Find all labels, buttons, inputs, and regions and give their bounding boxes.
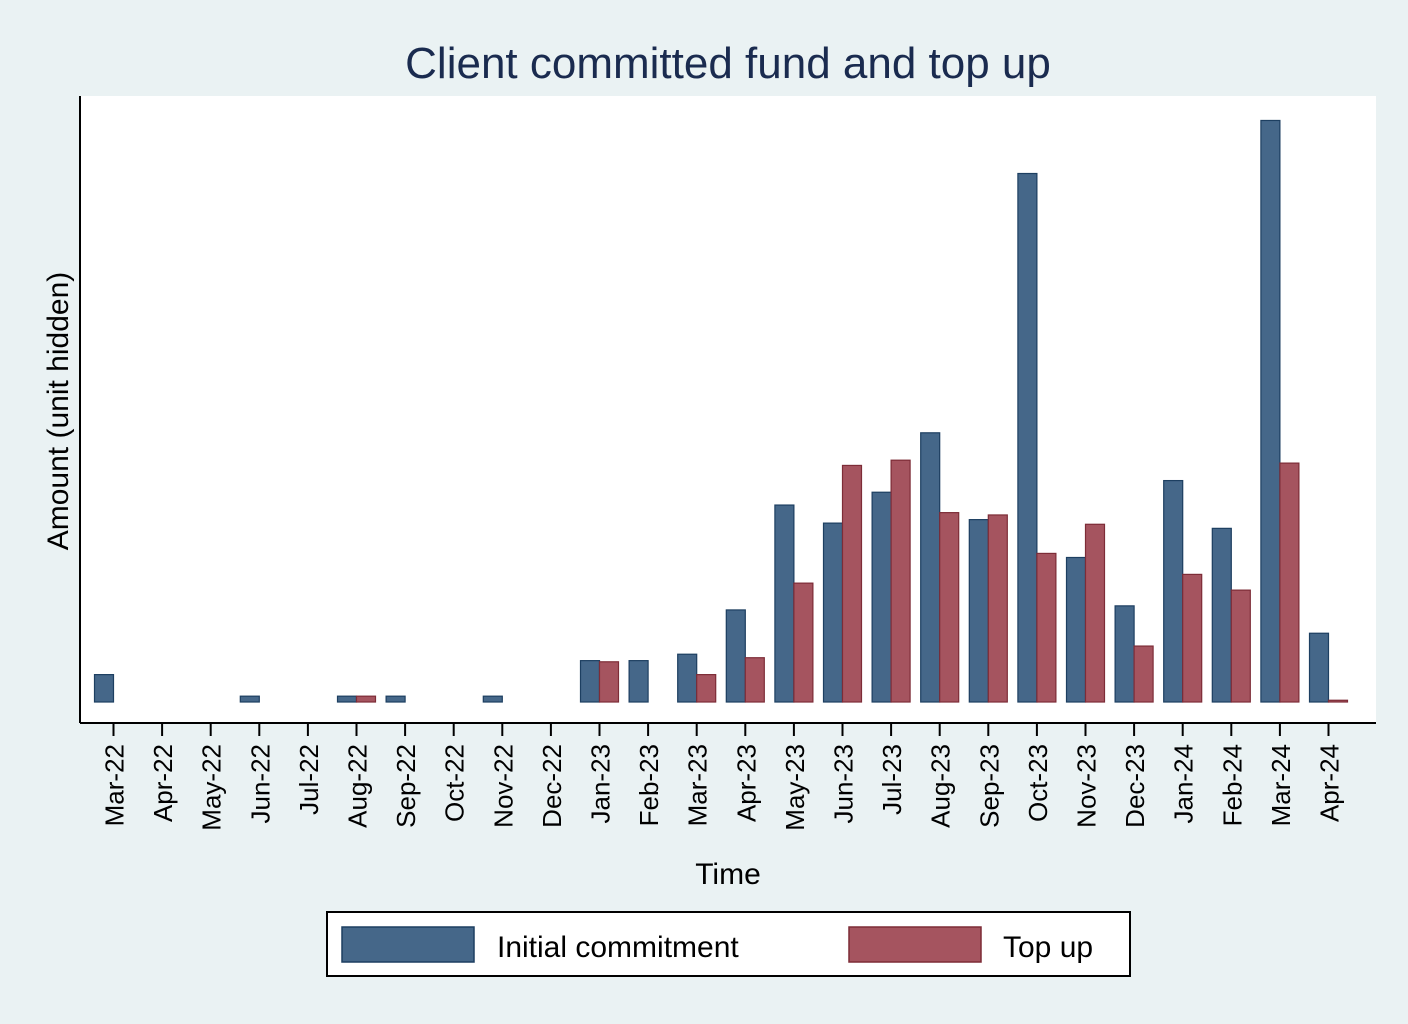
x-tick-label: Apr-22 bbox=[148, 744, 178, 822]
bar-top-up-jul-23 bbox=[890, 459, 911, 703]
bar-top-up-apr-24 bbox=[1327, 699, 1349, 703]
x-axis-label: Time bbox=[695, 858, 761, 891]
x-tick-label: May-23 bbox=[780, 744, 810, 831]
bar-top-up-dec-23 bbox=[1133, 645, 1154, 703]
x-tick-label: Jan-24 bbox=[1169, 744, 1199, 824]
legend-label-top-up: Top up bbox=[1003, 931, 1093, 964]
legend: Initial commitment Top up bbox=[326, 911, 1131, 977]
bar-top-up-feb-24 bbox=[1230, 589, 1251, 703]
bar-initial-commitment-nov-22 bbox=[482, 695, 503, 703]
x-tick-label: Jul-23 bbox=[877, 744, 907, 815]
bar-initial-commitment-jan-23 bbox=[579, 660, 601, 703]
x-tick-label: Oct-22 bbox=[440, 744, 470, 822]
legend-swatch-initial-commitment bbox=[341, 926, 475, 963]
x-tick-label: Mar-22 bbox=[100, 744, 130, 826]
bar-top-up-mar-24 bbox=[1279, 462, 1300, 703]
x-tick-label: Dec-23 bbox=[1120, 744, 1150, 828]
legend-swatch-top-up bbox=[848, 926, 982, 963]
x-tick-label: Nov-22 bbox=[488, 744, 518, 828]
bar-top-up-jun-23 bbox=[841, 464, 863, 703]
x-tick-label: Feb-24 bbox=[1217, 744, 1247, 826]
x-tick-label: Jul-22 bbox=[294, 744, 324, 815]
bar-top-up-nov-23 bbox=[1084, 523, 1106, 703]
x-tick-label: Jun-22 bbox=[245, 744, 275, 824]
x-tick-label: Jun-23 bbox=[829, 744, 859, 824]
bar-top-up-aug-23 bbox=[939, 512, 960, 703]
bar-initial-commitment-aug-23 bbox=[920, 432, 941, 703]
bar-initial-commitment-apr-24 bbox=[1308, 632, 1330, 703]
bar-initial-commitment-mar-22 bbox=[93, 674, 115, 703]
x-tick-label: May-22 bbox=[197, 744, 227, 831]
bar-initial-commitment-jun-22 bbox=[239, 695, 260, 703]
bar-initial-commitment-sep-22 bbox=[385, 695, 406, 703]
y-axis-label: Amount (unit hidden) bbox=[42, 272, 75, 551]
x-tick-label: Dec-22 bbox=[537, 744, 567, 828]
x-tick-label: Aug-22 bbox=[343, 744, 373, 828]
x-tick-label: Sep-23 bbox=[974, 744, 1004, 828]
x-tick-label: Sep-22 bbox=[391, 744, 421, 828]
bar-initial-commitment-jan-24 bbox=[1163, 479, 1184, 703]
x-tick-label: Feb-23 bbox=[634, 744, 664, 826]
bar-top-up-aug-22 bbox=[355, 695, 377, 703]
x-tick-label: Mar-24 bbox=[1266, 744, 1296, 826]
bar-top-up-sep-23 bbox=[987, 514, 1008, 703]
bar-initial-commitment-may-23 bbox=[774, 504, 795, 703]
x-ticks-group: Mar-22 Apr-22 May-22 Jun-22 Jul-22 Aug-22 Sep-… bbox=[100, 723, 1345, 831]
bar-top-up-jan-23 bbox=[598, 661, 620, 703]
legend-label-initial-commitment: Initial commitment bbox=[497, 931, 739, 964]
bars-group bbox=[93, 119, 1349, 703]
bar-top-up-apr-23 bbox=[744, 657, 765, 703]
bar-top-up-jan-24 bbox=[1182, 573, 1203, 703]
bar-initial-commitment-feb-24 bbox=[1211, 527, 1232, 703]
bar-initial-commitment-oct-23 bbox=[1017, 172, 1038, 703]
bar-top-up-oct-23 bbox=[1036, 552, 1057, 703]
x-tick-label: Apr-24 bbox=[1315, 744, 1345, 822]
chart-title: Client committed fund and top up bbox=[405, 39, 1051, 88]
bar-initial-commitment-mar-23 bbox=[677, 653, 698, 703]
bar-initial-commitment-apr-23 bbox=[725, 609, 746, 703]
bar-top-up-may-23 bbox=[793, 582, 814, 703]
x-tick-label: Jan-23 bbox=[586, 744, 616, 824]
bar-initial-commitment-sep-23 bbox=[968, 519, 989, 703]
x-tick-label: Aug-23 bbox=[926, 744, 956, 828]
bar-initial-commitment-jul-23 bbox=[871, 491, 892, 703]
bar-initial-commitment-jun-23 bbox=[822, 522, 844, 703]
bar-initial-commitment-mar-24 bbox=[1260, 119, 1281, 703]
x-tick-label: Apr-23 bbox=[731, 744, 761, 822]
bar-top-up-mar-23 bbox=[696, 674, 717, 703]
bar-initial-commitment-nov-23 bbox=[1065, 556, 1087, 703]
bar-initial-commitment-aug-22 bbox=[336, 695, 358, 703]
x-tick-label: Mar-23 bbox=[683, 744, 713, 826]
x-tick-label: Oct-23 bbox=[1023, 744, 1053, 822]
bar-initial-commitment-feb-23 bbox=[628, 660, 649, 703]
bar-initial-commitment-dec-23 bbox=[1114, 605, 1135, 703]
x-tick-label: Nov-23 bbox=[1072, 744, 1102, 828]
